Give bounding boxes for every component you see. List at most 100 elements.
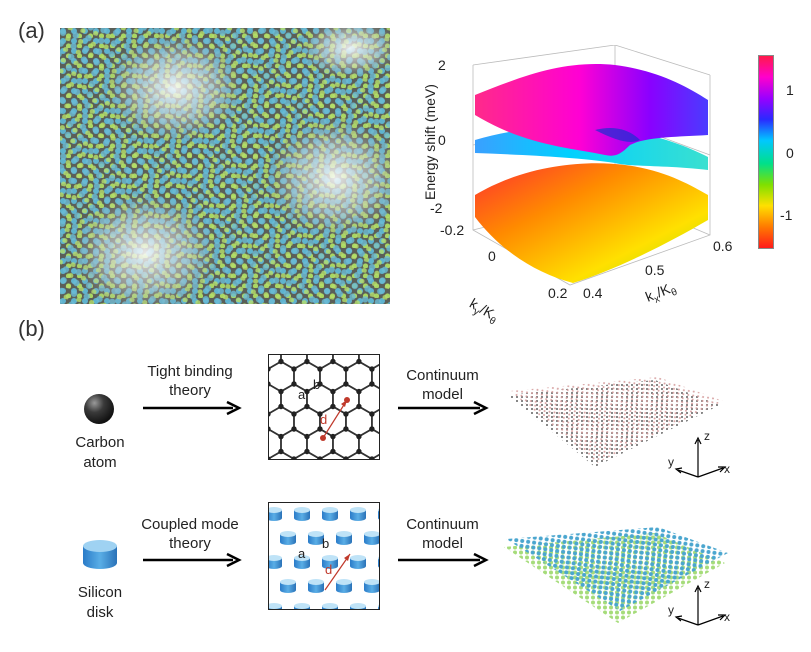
- lattice-atom: [330, 388, 336, 395]
- lattice-atom: [369, 366, 375, 372]
- disk-a-label: a: [298, 546, 306, 561]
- silicon-disk: [336, 579, 352, 593]
- continuum-label-2: model: [422, 386, 463, 403]
- silicon-disk: [308, 579, 324, 593]
- z-tick-bottom: -2: [430, 200, 443, 216]
- silicon-disk: [268, 603, 282, 610]
- lattice-atom: [291, 426, 297, 432]
- honeycomb-lattice: [268, 354, 380, 460]
- lattice-atom: [343, 381, 349, 387]
- axis-y-label: y: [668, 455, 674, 469]
- silicon-disk-icon: [83, 540, 117, 569]
- upper-band-surface: [475, 64, 708, 156]
- lattice-atom: [330, 403, 336, 410]
- lattice-atom: [278, 403, 284, 410]
- silicon-disk: [350, 555, 366, 569]
- carbon-atom-icon: [84, 394, 114, 424]
- lattice-atom: [304, 403, 310, 410]
- continuum-label-2: model: [422, 535, 463, 552]
- lattice-atom: [291, 381, 297, 387]
- lower-band-surface: [475, 163, 708, 283]
- lattice-atom: [356, 358, 362, 365]
- kx-tick-1: 0.4: [583, 285, 603, 301]
- silicon-disk: [322, 555, 338, 569]
- z-tick-mid: 0: [438, 132, 446, 148]
- lattice-atom: [369, 426, 375, 432]
- silicon-disk: [268, 555, 282, 569]
- lattice-atom: [317, 366, 323, 372]
- colorbar-tick-0: 0: [786, 145, 794, 161]
- silicon-disk: [308, 531, 324, 545]
- continuum-label-1: Continuum: [406, 516, 479, 533]
- silicon-disk: [322, 603, 338, 610]
- silicon-disk: [364, 531, 380, 545]
- silicon-disk-lattice: [268, 502, 380, 610]
- lattice-atom: [278, 358, 284, 365]
- tight-binding-label-2: theory: [169, 382, 211, 399]
- lattice-atom: [304, 448, 310, 455]
- silicon-disk: [280, 579, 296, 593]
- lattice-a-label: a: [298, 387, 306, 402]
- twisted-bilayer-photonic-sheet: [504, 527, 728, 623]
- kx-tick-2: 0.5: [645, 262, 665, 278]
- arrow-right-icon: [398, 552, 489, 568]
- silicon-disk: [294, 507, 310, 521]
- axis-z-label: z: [704, 429, 710, 443]
- lattice-atom: [356, 433, 362, 440]
- lattice-atom: [291, 411, 297, 417]
- silicon-disk: [294, 555, 310, 569]
- disk-d-label: d: [325, 562, 333, 577]
- lattice-atom: [304, 433, 310, 440]
- lattice-atom: [317, 426, 323, 432]
- lattice-atom: [369, 381, 375, 387]
- lattice-atom: [356, 388, 362, 395]
- ky-tick-2: 0: [488, 248, 496, 264]
- lattice-atom: [304, 358, 310, 365]
- hexagon-cell: [358, 428, 380, 460]
- coupled-mode-label-2: theory: [169, 535, 211, 552]
- silicon-label-1: Silicon: [77, 584, 123, 601]
- lattice-atom: [356, 403, 362, 410]
- lattice-atom: [278, 388, 284, 395]
- z-tick-top: 2: [438, 57, 446, 73]
- tight-binding-label-1: Tight binding: [147, 363, 233, 380]
- lattice-atom: [343, 411, 349, 417]
- lattice-atom: [330, 358, 336, 365]
- colorbar-tick-neg1: -1: [780, 207, 793, 223]
- twisted-bilayer-graphene-sheet: [507, 377, 723, 467]
- arrow-right-icon: [398, 400, 489, 416]
- lattice-atom: [369, 411, 375, 417]
- silicon-disk: [350, 603, 366, 610]
- energy-shift-ylabel: Energy shift (meV): [422, 84, 438, 200]
- axis-x-label: x: [724, 462, 730, 476]
- silicon-disk: [294, 603, 310, 610]
- lattice-atom: [330, 433, 336, 440]
- coupled-mode-label-1: Coupled mode: [141, 516, 239, 533]
- axis-y-label: y: [668, 603, 674, 617]
- panel-b-label: (b): [18, 316, 45, 341]
- xyz-axes-icon: [674, 436, 727, 478]
- ky-tick-1: -0.2: [440, 222, 465, 238]
- kx-tick-3: 0.6: [713, 238, 733, 254]
- lattice-atom: [330, 448, 336, 455]
- colorbar: [758, 55, 774, 249]
- hexagon-cell: [358, 383, 380, 415]
- band-touching-point: [595, 128, 640, 142]
- axis-x-label: x: [724, 610, 730, 624]
- continuum-label-1: Continuum: [406, 367, 479, 384]
- lattice-atom: [291, 366, 297, 372]
- arrow-right-icon: [143, 400, 242, 416]
- carbon-label-1: Carbon: [75, 434, 125, 451]
- silicon-disk: [350, 507, 366, 521]
- lattice-atom: [343, 426, 349, 432]
- lattice-d-label: d: [320, 412, 328, 427]
- lattice-atom: [278, 433, 284, 440]
- moire-lattice-illustration: [60, 28, 390, 304]
- lattice-atom: [317, 411, 323, 417]
- panel-a-label: (a): [18, 18, 45, 43]
- silicon-disk: [280, 531, 296, 545]
- silicon-label-2: disk: [86, 604, 114, 621]
- silicon-disk: [322, 507, 338, 521]
- colorbar-tick-1: 1: [786, 82, 794, 98]
- band-structure-plot: [472, 45, 711, 286]
